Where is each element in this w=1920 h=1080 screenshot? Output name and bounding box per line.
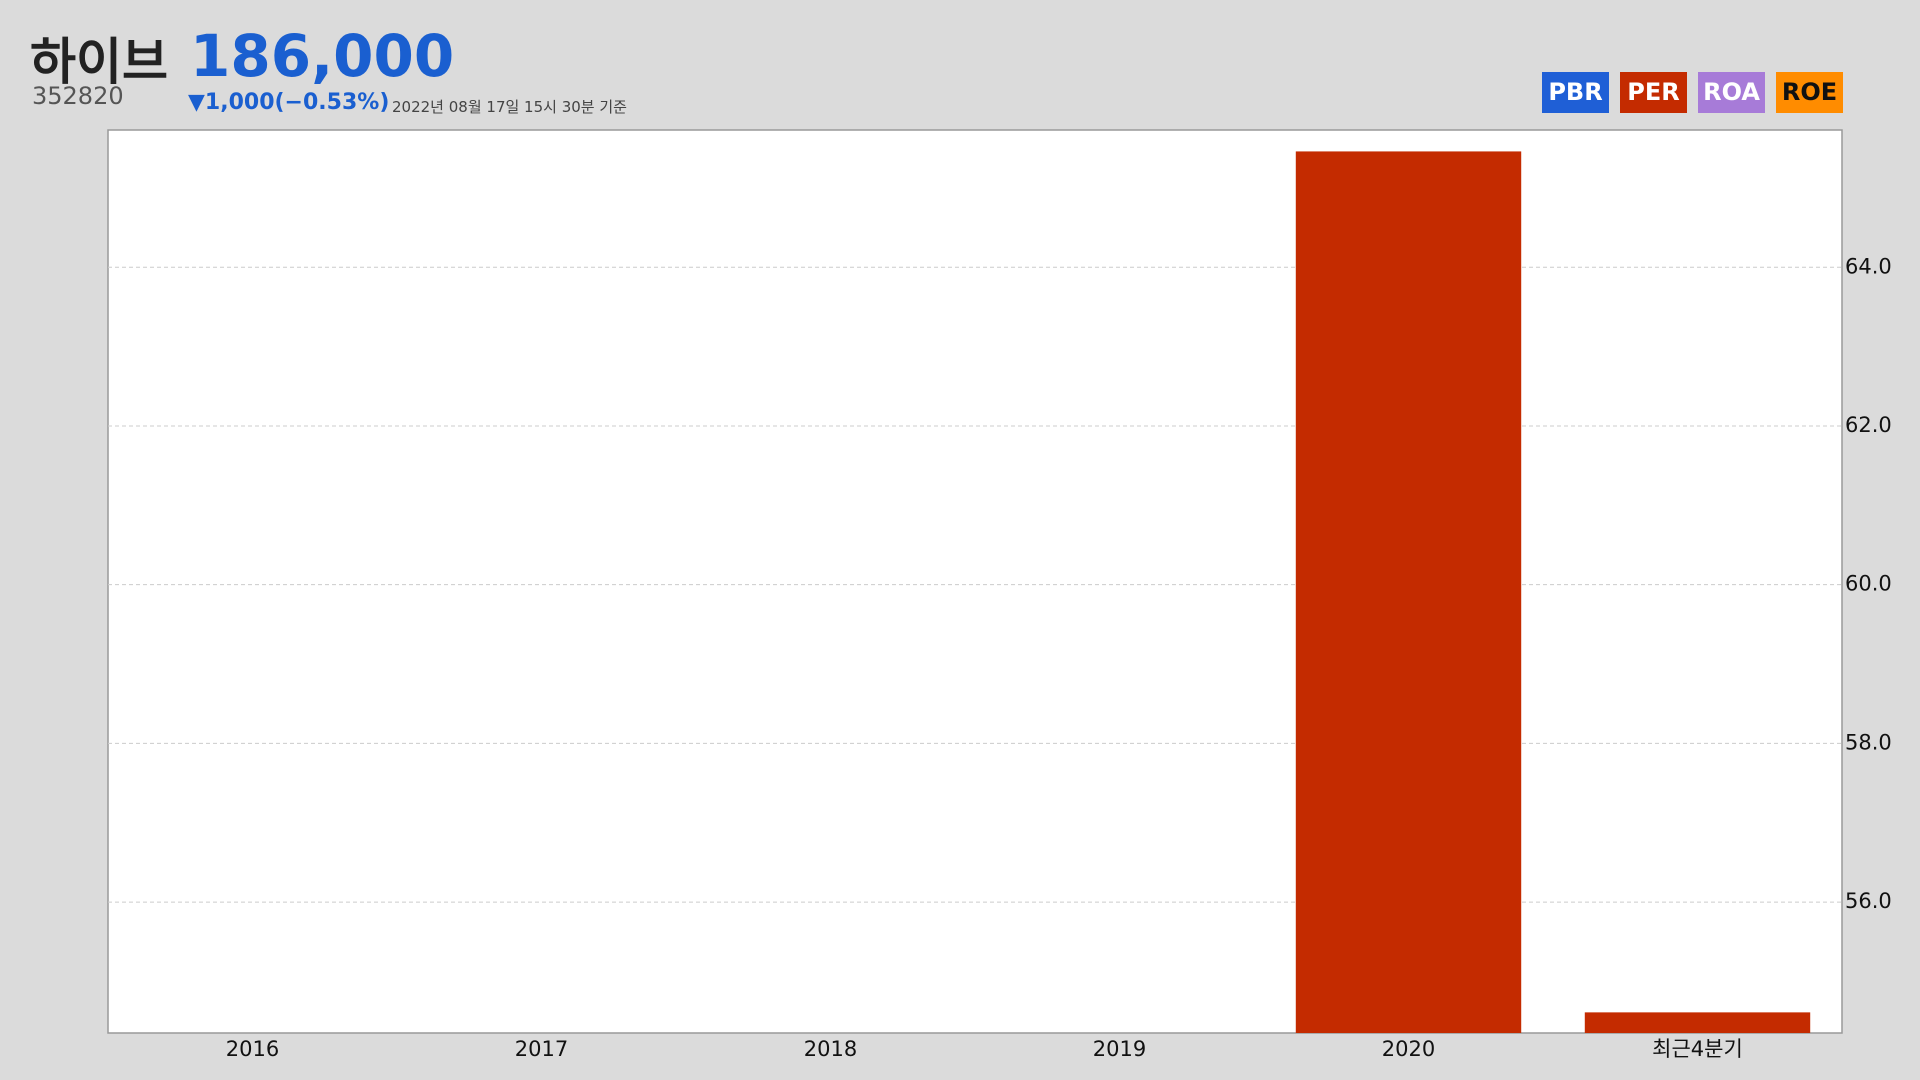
plot-area xyxy=(107,129,1843,1034)
bar xyxy=(1584,1012,1811,1033)
stock-code: 352820 xyxy=(32,82,124,110)
x-tick-label: 2017 xyxy=(515,1037,568,1061)
x-tick-label: 2016 xyxy=(226,1037,279,1061)
metric-tab[interactable]: PER xyxy=(1620,72,1687,113)
stock-price: 186,000 xyxy=(190,22,455,90)
timestamp: 2022년 08월 17일 15시 30분 기준 xyxy=(392,98,627,116)
y-tick-label: 64.0 xyxy=(1845,254,1892,278)
x-tick-label: 2020 xyxy=(1382,1037,1435,1061)
x-tick-label: 2018 xyxy=(804,1037,857,1061)
bar xyxy=(1295,151,1522,1033)
metric-tab[interactable]: ROE xyxy=(1776,72,1843,113)
metric-tab[interactable]: PBR xyxy=(1542,72,1609,113)
price-change: ▼1,000(−0.53%) xyxy=(188,90,390,115)
y-tick-label: 60.0 xyxy=(1845,572,1892,596)
x-tick-label: 2019 xyxy=(1093,1037,1146,1061)
y-tick-label: 62.0 xyxy=(1845,413,1892,437)
stock-name: 하이브 xyxy=(30,33,168,91)
metric-tab[interactable]: ROA xyxy=(1698,72,1765,113)
x-tick-label: 최근4분기 xyxy=(1652,1037,1743,1061)
y-tick-label: 58.0 xyxy=(1845,730,1892,754)
y-tick-label: 56.0 xyxy=(1845,889,1892,913)
